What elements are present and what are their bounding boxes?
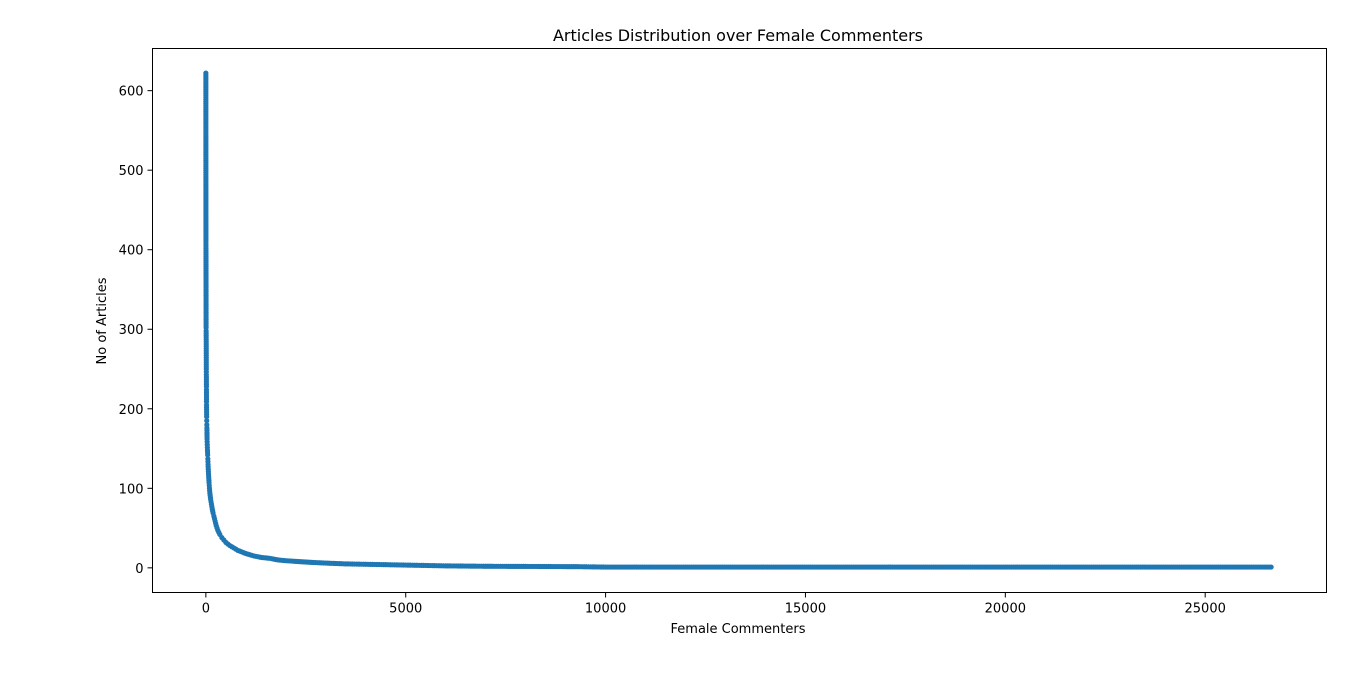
x-axis-label: Female Commenters xyxy=(671,622,806,637)
x-tick-label: 15000 xyxy=(785,602,826,617)
y-axis-ticks: 0 100 200 300 400 500 600 xyxy=(119,85,153,577)
data-point xyxy=(1268,564,1274,570)
y-tick-label: 200 xyxy=(119,403,144,418)
x-axis-ticks: 0 5000 10000 15000 20000 25000 xyxy=(202,592,1226,617)
y-tick-label: 500 xyxy=(119,164,144,179)
data-points xyxy=(203,70,1274,570)
y-tick-label: 600 xyxy=(119,85,144,100)
x-tick-label: 5000 xyxy=(389,602,422,617)
y-axis-label: No of Articles xyxy=(95,277,110,364)
chart-title: Articles Distribution over Female Commen… xyxy=(553,26,923,45)
x-tick-label: 0 xyxy=(202,602,210,617)
y-tick-label: 400 xyxy=(119,244,144,259)
data-point xyxy=(204,414,210,420)
data-point xyxy=(204,418,210,424)
data-point xyxy=(205,452,211,458)
y-tick-label: 0 xyxy=(135,562,143,577)
x-tick-label: 25000 xyxy=(1185,602,1226,617)
x-tick-label: 20000 xyxy=(985,602,1026,617)
y-tick-label: 100 xyxy=(119,482,144,497)
plot-frame xyxy=(152,48,1327,593)
y-tick-label: 300 xyxy=(119,323,144,338)
x-tick-label: 10000 xyxy=(585,602,626,617)
